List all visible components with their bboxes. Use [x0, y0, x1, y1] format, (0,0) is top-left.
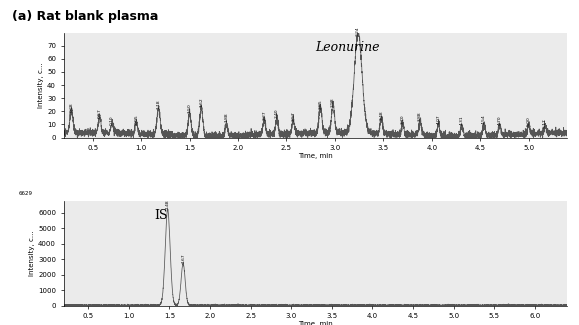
Text: 5.17: 5.17 [543, 118, 547, 128]
Text: 0.10: 0.10 [110, 115, 114, 125]
Text: 4.31: 4.31 [460, 115, 464, 125]
Text: 1.67: 1.67 [181, 253, 185, 263]
Text: Leonurine: Leonurine [316, 41, 380, 54]
Text: 1.50: 1.50 [188, 103, 192, 113]
Text: 1.62: 1.62 [199, 97, 203, 107]
Text: 1.18: 1.18 [157, 100, 160, 109]
Y-axis label: Intensity, c...: Intensity, c... [38, 62, 44, 108]
Text: 3.88: 3.88 [418, 111, 422, 121]
Text: 0.95: 0.95 [134, 114, 138, 124]
Text: 4.07: 4.07 [437, 114, 441, 124]
Text: 2.57: 2.57 [291, 111, 295, 121]
Text: 2.40: 2.40 [275, 109, 279, 119]
Text: 2.85: 2.85 [318, 99, 323, 109]
Text: 4.54: 4.54 [482, 114, 486, 124]
Text: 3.24: 3.24 [356, 26, 360, 36]
Text: 4.70: 4.70 [497, 115, 501, 125]
Text: 2.27: 2.27 [262, 110, 266, 120]
Text: IS: IS [155, 209, 168, 222]
Text: 0.28: 0.28 [69, 102, 74, 112]
Text: (a) Rat blank plasma: (a) Rat blank plasma [12, 10, 158, 23]
X-axis label: Time, min: Time, min [298, 320, 333, 325]
Text: 0.57: 0.57 [97, 109, 101, 119]
X-axis label: Time, min: Time, min [298, 152, 333, 159]
Text: 1.48: 1.48 [166, 199, 170, 209]
Text: 2.98: 2.98 [331, 97, 335, 107]
Text: 1.88: 1.88 [225, 113, 229, 123]
Text: 3.48: 3.48 [379, 110, 383, 120]
Text: 6629: 6629 [19, 191, 32, 196]
Text: 5.00: 5.00 [527, 117, 531, 126]
Y-axis label: Intensity, c...: Intensity, c... [30, 230, 35, 276]
Text: 3.70: 3.70 [401, 114, 405, 124]
